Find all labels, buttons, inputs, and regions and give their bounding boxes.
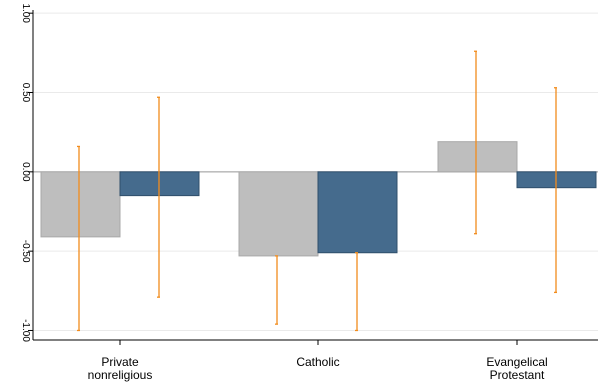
x-tick-label-line: Protestant <box>490 368 545 382</box>
error-bars <box>77 50 557 332</box>
bar-series1-cat2 <box>238 171 319 257</box>
x-tick-label: Private nonreligious <box>88 355 153 382</box>
axes: 1.00 0.50 0.00 -0.50 -1.00 Private nonreligiou… <box>20 3 598 382</box>
x-tick-label: Catholic <box>296 355 339 369</box>
error-bar-series1-cat3 <box>474 50 477 235</box>
error-bar-series2-cat3 <box>554 87 557 294</box>
x-tick-label-line: Evangelical <box>486 355 547 369</box>
y-tick-label: -0.50 <box>20 240 31 263</box>
x-tick-label-line: nonreligious <box>88 368 153 382</box>
error-bar-series2-cat2 <box>355 252 358 332</box>
y-tick-label: 0.50 <box>20 83 31 103</box>
y-tick-label: 0.00 <box>20 162 31 182</box>
bar-series2-cat2 <box>317 171 398 254</box>
y-tick-label: -1.00 <box>20 319 31 342</box>
bars <box>40 141 597 257</box>
x-tick-label-line: Catholic <box>296 355 339 369</box>
error-bar-series1-cat2 <box>275 255 278 325</box>
bar-series1-cat1 <box>40 171 121 238</box>
bar-series1-cat3 <box>437 141 518 173</box>
x-tick-label-line: Private <box>101 355 139 369</box>
y-tick-label: 1.00 <box>20 3 31 23</box>
x-tick-label: Evangelical Protestant <box>486 355 547 382</box>
error-bar-series2-cat1 <box>157 96 160 298</box>
error-bar-series1-cat1 <box>77 145 80 332</box>
